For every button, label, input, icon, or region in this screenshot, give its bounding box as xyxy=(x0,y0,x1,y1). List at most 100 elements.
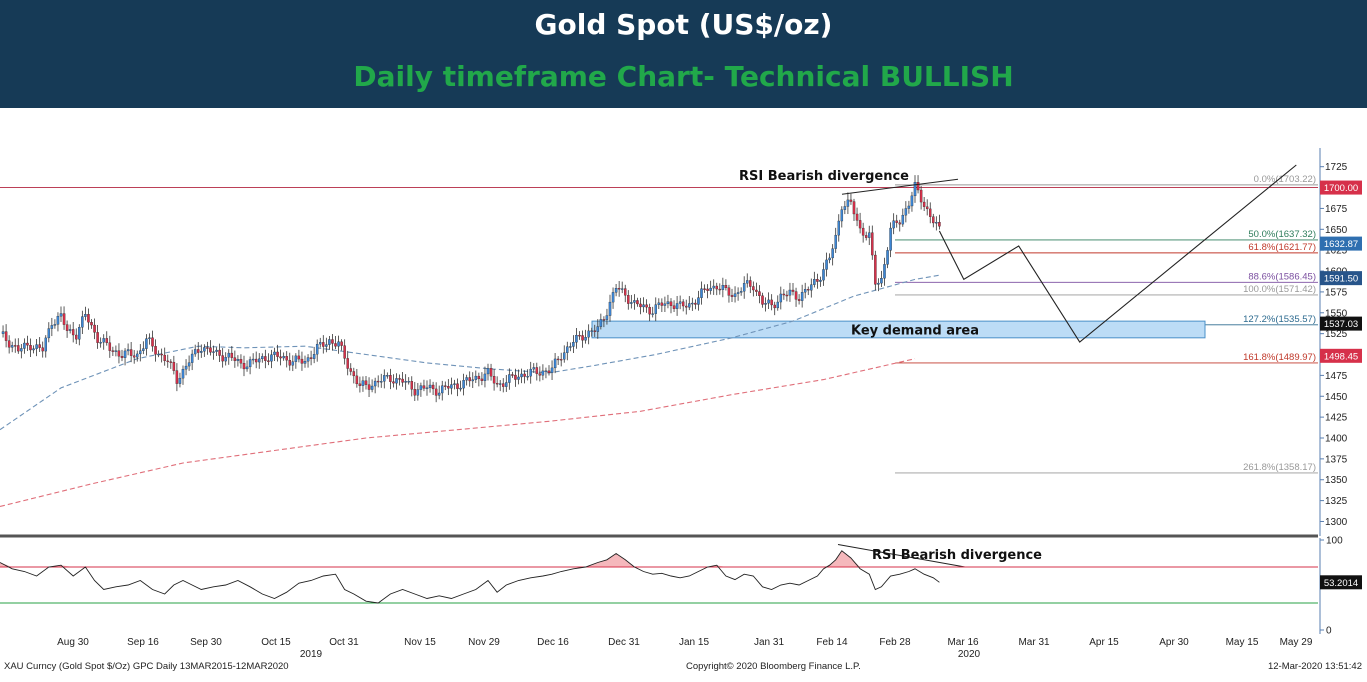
candle xyxy=(599,313,603,330)
candle-body xyxy=(428,384,432,389)
candle-body xyxy=(654,304,658,314)
candle-body xyxy=(444,385,447,387)
candle-body xyxy=(291,361,295,366)
candle xyxy=(797,294,801,305)
candle-body xyxy=(312,354,316,359)
candle-body xyxy=(913,182,917,197)
candle xyxy=(383,369,386,389)
candle-body xyxy=(285,356,288,361)
candle-body xyxy=(663,303,667,306)
candle-body xyxy=(846,199,850,207)
candle-body xyxy=(800,292,804,301)
candle xyxy=(910,191,914,212)
candle xyxy=(688,296,691,311)
candle xyxy=(90,319,93,329)
candle xyxy=(465,374,468,386)
candle xyxy=(624,284,627,303)
candle xyxy=(239,354,243,369)
candle xyxy=(395,373,398,390)
candle xyxy=(4,324,8,348)
candle xyxy=(172,355,176,375)
candle xyxy=(895,214,898,228)
candle xyxy=(919,185,923,210)
candle-body xyxy=(361,380,365,386)
candle xyxy=(813,271,816,288)
candle-body xyxy=(587,330,590,338)
candle xyxy=(755,282,758,296)
candle xyxy=(538,366,542,382)
candle-body xyxy=(898,222,902,225)
candle-body xyxy=(154,346,157,355)
price-tick-label: 1350 xyxy=(1325,475,1348,486)
candle-body xyxy=(538,373,542,376)
rsi-line xyxy=(0,550,940,604)
candle-body xyxy=(267,360,270,362)
candle-body xyxy=(450,384,453,389)
candle-body xyxy=(206,347,209,349)
candle-body xyxy=(114,350,118,352)
candle xyxy=(462,373,465,396)
candle xyxy=(877,278,880,292)
candle-body xyxy=(215,349,218,352)
candle-body xyxy=(645,304,648,308)
candle xyxy=(596,319,600,339)
candle-body xyxy=(480,378,484,381)
date-axis: Aug 30 Sep 16 Sep 30 Oct 15 Oct 31 Nov 15 Nov … xyxy=(57,637,1313,660)
candle xyxy=(38,337,41,352)
candle xyxy=(389,368,392,390)
candle xyxy=(581,330,584,348)
rsi-value-box xyxy=(1320,575,1362,590)
candle-body xyxy=(99,342,102,344)
candle xyxy=(825,252,828,277)
candle xyxy=(938,214,941,230)
candle xyxy=(486,363,490,381)
candle-body xyxy=(566,346,569,353)
candle xyxy=(81,310,84,335)
candle xyxy=(169,359,173,369)
candle xyxy=(215,347,218,356)
candle-body xyxy=(172,361,176,371)
candle xyxy=(861,222,865,243)
candle-body xyxy=(17,345,20,352)
candle-body xyxy=(306,357,310,362)
candle xyxy=(291,355,295,372)
candle-body xyxy=(681,301,685,307)
candle xyxy=(843,200,847,215)
candle-body xyxy=(349,368,352,372)
candle xyxy=(355,368,359,388)
candle-body xyxy=(440,385,444,394)
candle-body xyxy=(669,301,673,306)
candle-body xyxy=(868,232,871,238)
candle-body xyxy=(694,302,697,305)
candle xyxy=(474,370,478,384)
candle xyxy=(294,353,298,369)
price-grid xyxy=(0,108,1367,682)
candle-body xyxy=(139,350,142,355)
candle-body xyxy=(322,342,325,347)
candle xyxy=(65,320,69,338)
candle xyxy=(56,312,60,332)
candle-body xyxy=(343,345,346,359)
candle-body xyxy=(706,288,709,291)
candle-body xyxy=(453,383,456,385)
candle xyxy=(132,350,136,364)
candle xyxy=(96,324,99,349)
price-tag: 1498.45 xyxy=(1320,348,1362,363)
candle-body xyxy=(794,291,798,300)
candle-body xyxy=(685,305,688,308)
candle-body xyxy=(627,295,630,304)
candle xyxy=(868,225,871,246)
candle xyxy=(32,345,35,354)
candle xyxy=(62,306,66,330)
candle-body xyxy=(767,299,770,304)
candle-body xyxy=(895,220,898,223)
candle xyxy=(678,295,682,310)
candle xyxy=(422,379,426,392)
candle xyxy=(392,374,395,388)
candle xyxy=(483,366,487,388)
candle-body xyxy=(431,384,435,390)
candle xyxy=(563,345,566,363)
candle xyxy=(587,324,590,345)
candle xyxy=(489,363,493,381)
date-tick-label: Jan 31 xyxy=(754,637,784,648)
